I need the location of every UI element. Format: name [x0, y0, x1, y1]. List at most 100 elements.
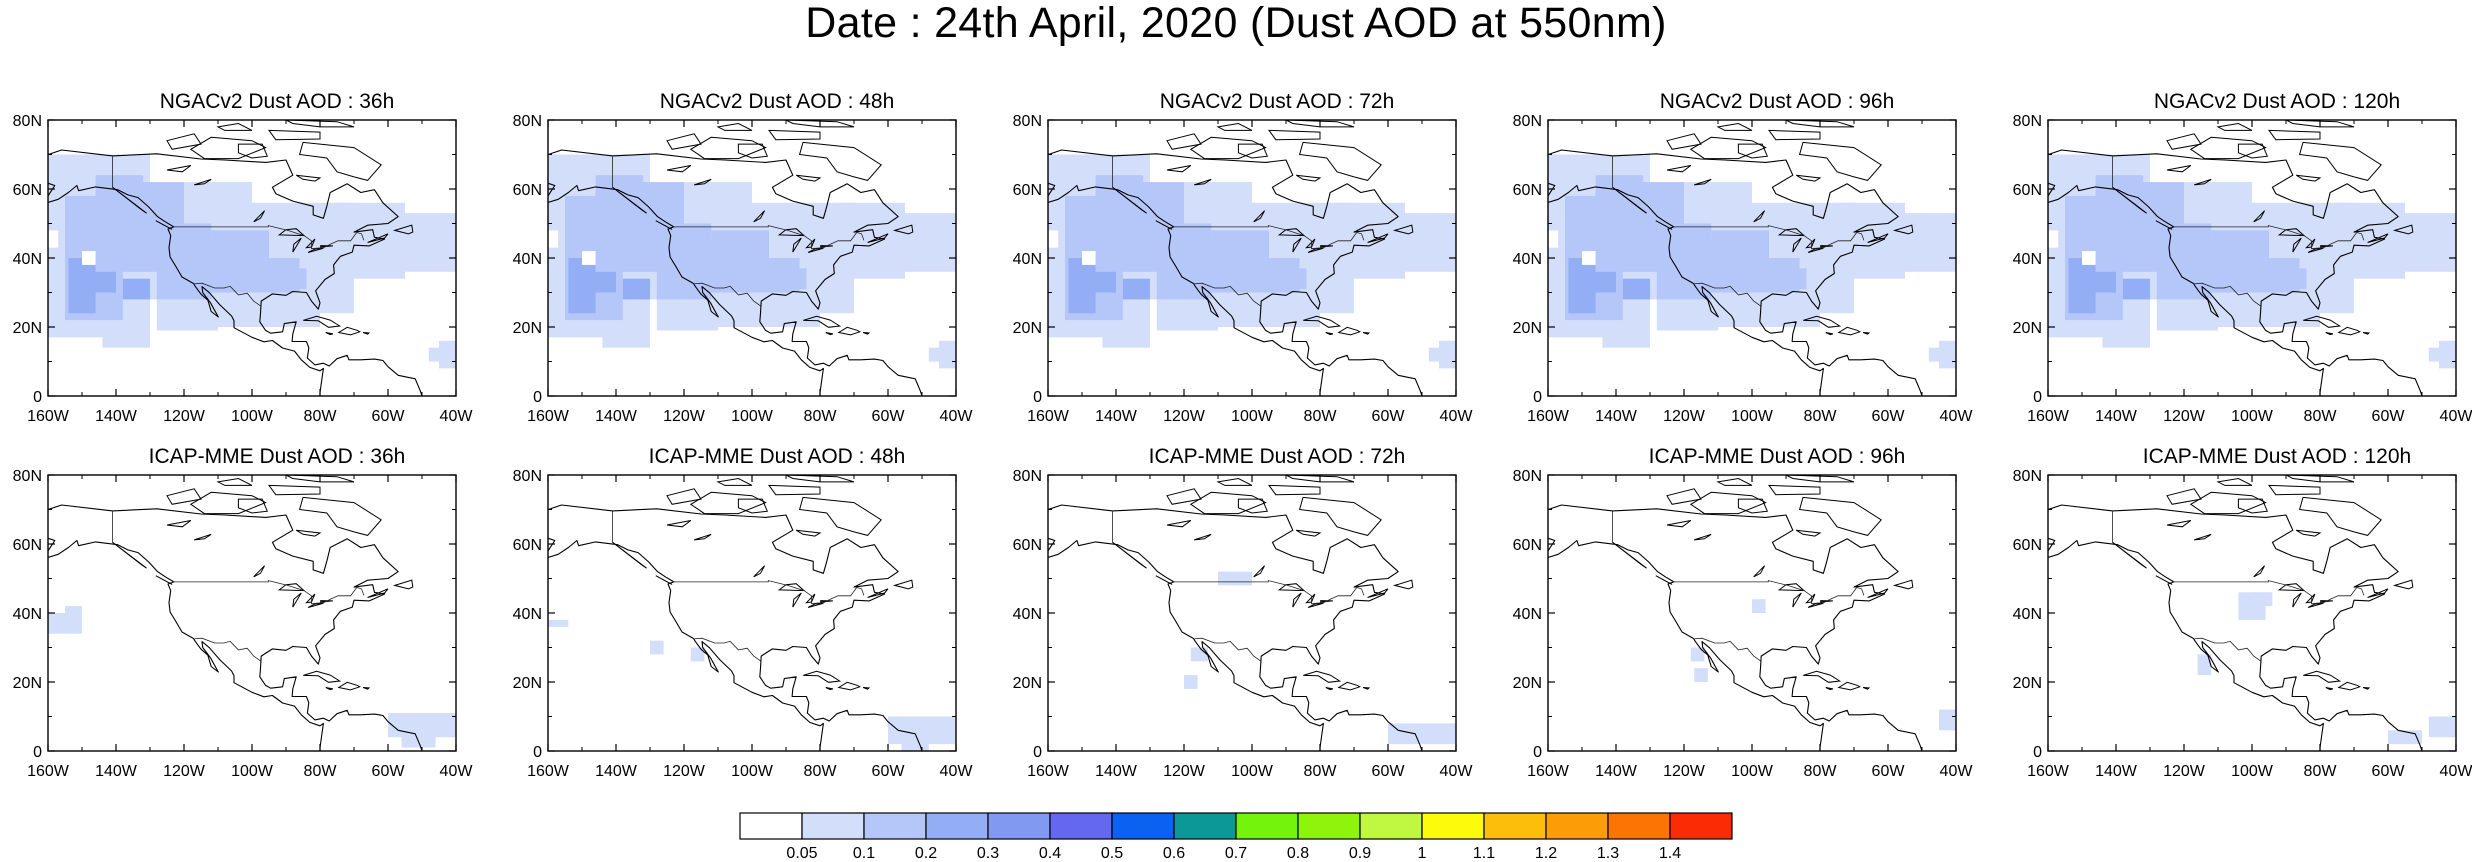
lon-tick-label: 100W: [1731, 763, 1774, 780]
aod-cell-high: [1082, 271, 1116, 293]
lat-tick-label: 40N: [2013, 251, 2042, 268]
coastline: [1048, 504, 1423, 751]
colorbar-label: 0.4: [1039, 845, 1061, 860]
lake-outline: [1194, 533, 1212, 541]
lon-tick-label: 140W: [2095, 763, 2138, 780]
island-outline: [689, 136, 767, 160]
aod-cell-high: [1122, 278, 1150, 300]
lake-outline: [1292, 237, 1302, 253]
island-outline: [363, 332, 371, 335]
island-outline: [2367, 233, 2389, 243]
island-outline: [825, 687, 834, 691]
island-outline: [1892, 224, 1914, 235]
lake-outline: [1305, 593, 1316, 604]
dust-aod-map: 160W 140W 120W 100W 80W 60W 40W 0 20N 40N 60N 80N: [1013, 468, 1474, 780]
lake-outline: [1292, 592, 1302, 608]
colorbar-label: 0.8: [1287, 845, 1309, 860]
lake-outline: [2194, 533, 2212, 541]
aod-cell-low: [1690, 647, 1705, 662]
island-outline: [892, 224, 914, 235]
aod-cell-medium: [1711, 230, 1769, 258]
aod-clear-cell: [48, 230, 59, 248]
lon-tick-label: 60W: [2372, 408, 2406, 425]
country-border: [1693, 637, 1762, 662]
map-panel: NGACv2 Dust AOD : 120h 160W 140W 120W 100W 80…: [2000, 90, 2472, 450]
island-outline: [1863, 332, 1871, 335]
island-outline: [2112, 186, 2147, 214]
panel-title: ICAP-MME Dust AOD : 36h: [148, 445, 406, 468]
aod-cell-low: [439, 340, 456, 369]
island-outline: [267, 484, 321, 496]
colorbar-swatch: [739, 812, 803, 840]
country-border: [1172, 580, 1365, 605]
lake-outline: [666, 520, 692, 528]
island-outline: [155, 220, 173, 230]
island-outline: [785, 475, 855, 483]
panel-title: ICAP-MME Dust AOD : 72h: [1148, 445, 1406, 468]
panel-title: NGACv2 Dust AOD : 36h: [159, 90, 395, 113]
aod-cell-low: [939, 340, 956, 369]
island-outline: [803, 670, 842, 683]
lon-tick-label: 120W: [2163, 408, 2206, 425]
colorbar-swatch: [987, 812, 1051, 840]
lake-outline: [1777, 583, 1806, 592]
aod-cell-low: [905, 237, 956, 272]
island-outline: [1237, 498, 1269, 514]
island-outline: [1825, 332, 1834, 336]
dust-aod-map: 160W 140W 120W 100W 80W 60W 40W 0 20N 40N 60N 80N: [1513, 113, 1974, 425]
lon-tick-label: 140W: [595, 763, 638, 780]
aod-cell-low: [690, 647, 705, 662]
panel-title: NGACv2 Dust AOD : 48h: [659, 90, 895, 113]
colorbar-swatch: [863, 812, 927, 840]
lat-tick-label: 0: [533, 744, 542, 761]
lon-tick-label: 120W: [1663, 763, 1706, 780]
island-outline: [2237, 143, 2269, 159]
island-outline: [2267, 129, 2321, 141]
lon-tick-label: 140W: [1095, 408, 1138, 425]
lake-outline: [666, 165, 692, 173]
island-outline: [892, 579, 914, 590]
lake-outline: [277, 228, 306, 237]
island-outline: [2363, 687, 2371, 690]
lon-tick-label: 160W: [27, 408, 70, 425]
island-outline: [1166, 488, 1202, 505]
aod-clear-cell: [82, 251, 96, 265]
country-border: [1193, 282, 1262, 307]
country-border: [1193, 637, 1262, 662]
colorbar-swatch: [1049, 812, 1113, 840]
lon-tick-label: 80W: [1304, 408, 1338, 425]
aod-cell-low: [650, 640, 664, 655]
lat-tick-label: 40N: [13, 606, 42, 623]
island-outline: [1285, 120, 1355, 128]
lake-outline: [253, 565, 266, 578]
island-outline: [795, 174, 822, 182]
lake-outline: [1277, 228, 1306, 237]
island-outline: [166, 488, 202, 505]
aod-cell-low: [428, 347, 443, 362]
island-outline: [2337, 681, 2362, 691]
coastline: [548, 149, 923, 396]
aod-cell-low: [1184, 675, 1198, 689]
island-outline: [1655, 220, 1673, 230]
lake-outline: [1792, 237, 1802, 253]
lake-outline: [2194, 178, 2212, 186]
colorbar-swatch: [1235, 812, 1299, 840]
dust-aod-map: 160W 140W 120W 100W 80W 60W 40W 0 20N 40N 60N 80N: [1013, 113, 1474, 425]
aod-cell-medium: [211, 230, 269, 258]
aod-field: [48, 475, 456, 751]
colorbar-label: 0.5: [1101, 845, 1123, 860]
aod-field: [1048, 475, 1456, 751]
lake-outline: [1807, 602, 1824, 608]
island-outline: [392, 224, 414, 235]
lon-tick-label: 80W: [1304, 763, 1338, 780]
aod-cell-low: [1694, 668, 1708, 682]
island-outline: [155, 575, 173, 585]
lake-outline: [805, 238, 816, 249]
colorbar-swatch: [801, 812, 865, 840]
aod-cell-high: [122, 278, 150, 300]
island-outline: [2325, 332, 2334, 336]
island-outline: [1798, 141, 1882, 181]
island-outline: [1267, 484, 1321, 496]
lon-tick-label: 160W: [2027, 763, 2070, 780]
aod-clear-cell: [582, 251, 596, 265]
